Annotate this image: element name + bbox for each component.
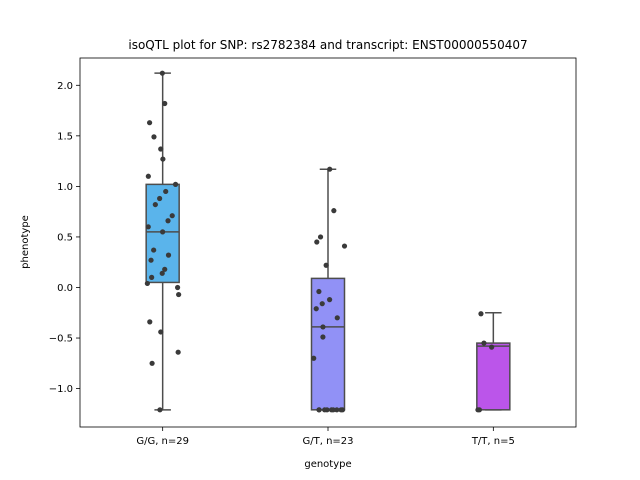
data-point <box>169 213 175 219</box>
x-tick-label: G/G, n=29 <box>136 436 189 447</box>
data-point <box>489 344 495 350</box>
data-point <box>338 407 344 413</box>
y-tick-label: 2.0 <box>57 81 73 92</box>
data-point <box>316 288 322 295</box>
x-tick-label: G/T, n=23 <box>302 436 353 447</box>
data-point <box>320 324 326 330</box>
data-point <box>475 407 481 413</box>
data-point <box>159 70 165 76</box>
data-point <box>159 270 165 276</box>
chart-title: isoQTL plot for SNP: rs2782384 and trans… <box>128 38 527 52</box>
data-point <box>144 280 150 287</box>
data-point <box>322 407 328 413</box>
y-tick-label: 0.5 <box>57 232 73 243</box>
data-point <box>326 297 333 303</box>
x-axis-label: genotype <box>304 459 351 470</box>
y-tick-label: −1.0 <box>49 384 73 395</box>
y-tick-label: 0.0 <box>57 283 73 294</box>
y-axis: −1.0 −0.5 0.0 0.5 1.0 1.5 2.0 <box>49 81 80 395</box>
y-axis-label: phenotype <box>20 215 31 269</box>
data-point <box>160 229 166 235</box>
data-point <box>157 407 163 413</box>
data-point <box>158 329 164 335</box>
data-point <box>320 334 326 340</box>
data-point <box>175 349 181 355</box>
data-point <box>334 407 340 413</box>
data-point <box>162 100 168 107</box>
data-point <box>145 173 151 179</box>
data-point <box>158 146 164 152</box>
y-tick-label: 1.5 <box>57 131 73 142</box>
data-point <box>330 407 336 413</box>
data-point <box>151 247 157 253</box>
data-point <box>481 340 487 346</box>
y-tick-label: −0.5 <box>49 334 73 345</box>
data-point <box>165 252 172 258</box>
data-point <box>165 218 171 224</box>
data-point <box>319 301 325 307</box>
data-point <box>146 120 153 126</box>
data-point <box>323 262 329 268</box>
data-point <box>149 360 155 366</box>
data-point <box>327 166 333 172</box>
data-point <box>162 266 168 272</box>
y-tick-label: 1.0 <box>57 182 73 193</box>
data-point <box>163 188 169 195</box>
data-point <box>334 315 340 321</box>
data-point <box>313 306 319 312</box>
data-point <box>176 291 182 298</box>
data-point <box>152 201 158 208</box>
data-point <box>147 319 153 325</box>
data-point <box>172 181 179 187</box>
data-point <box>311 355 317 361</box>
data-point <box>174 284 181 291</box>
data-point <box>316 407 322 413</box>
data-point <box>478 311 484 317</box>
data-point <box>149 274 155 280</box>
data-point <box>148 257 154 263</box>
x-axis: G/G, n=29 G/T, n=23 T/T, n=5 <box>136 427 515 447</box>
box <box>476 342 511 411</box>
data-point <box>151 134 157 140</box>
data-point <box>157 195 163 202</box>
data-point <box>341 243 348 249</box>
x-tick-label: T/T, n=5 <box>471 436 515 447</box>
data-point <box>314 239 320 245</box>
data-point <box>160 156 166 162</box>
data-point <box>317 234 324 240</box>
data-point <box>145 224 151 230</box>
plot-area <box>144 70 511 413</box>
data-point <box>331 208 337 214</box>
